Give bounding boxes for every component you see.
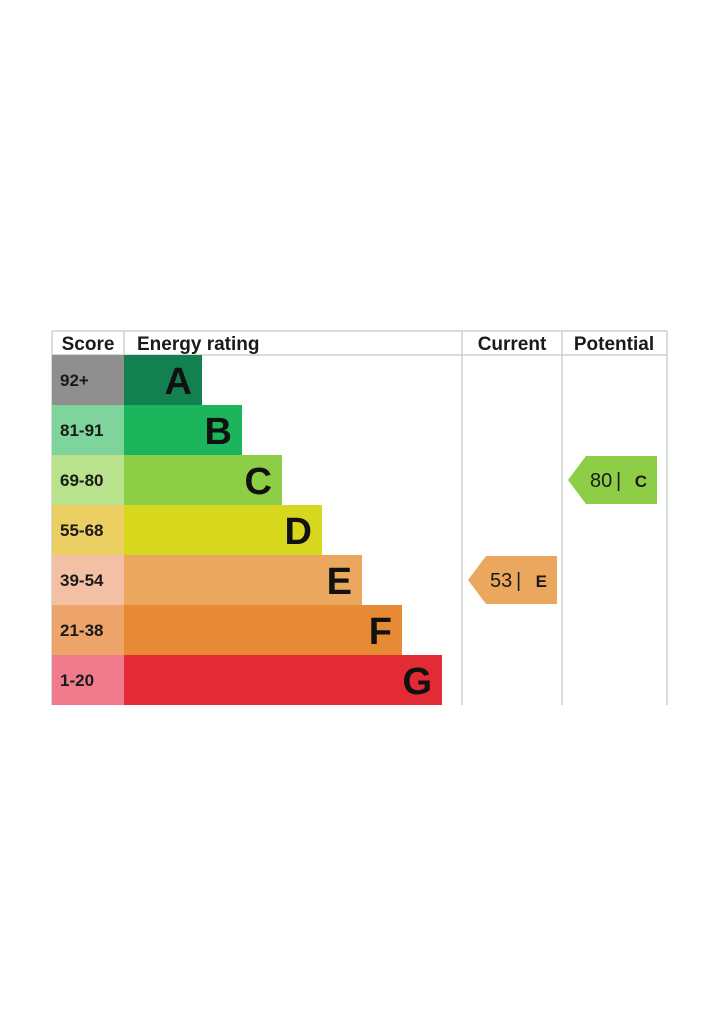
current-rating-arrow <box>468 556 557 604</box>
band-letter-g: G <box>402 661 432 703</box>
band-bar-g <box>124 655 442 705</box>
score-label-a: 92+ <box>60 371 89 390</box>
current-rating-separator: | <box>516 570 521 592</box>
potential-rating-separator: | <box>616 470 621 492</box>
score-cell-c <box>52 455 124 505</box>
score-cell-d <box>52 505 124 555</box>
score-label-c: 69-80 <box>60 471 103 490</box>
band-letter-e: E <box>327 561 352 603</box>
score-label-d: 55-68 <box>60 521 103 540</box>
score-cell-b <box>52 405 124 455</box>
potential-header: Potential <box>574 334 654 355</box>
band-bar-d <box>124 505 322 555</box>
score-cell-f <box>52 605 124 655</box>
score-cell-e <box>52 555 124 605</box>
band-letter-b: B <box>205 411 232 453</box>
band-bar-c <box>124 455 282 505</box>
rating-bands: 92+ A 81-91 B 69-80 C 55-68 D 39-54 E 21-38 F 1-20 G <box>52 355 442 705</box>
potential-rating-value: 80 <box>590 470 612 492</box>
score-cell-g <box>52 655 124 705</box>
potential-rating-band-letter: C <box>635 472 647 491</box>
score-label-b: 81-91 <box>60 421 103 440</box>
score-label-g: 1-20 <box>60 671 94 690</box>
band-letter-c: C <box>245 461 272 503</box>
band-bar-e <box>124 555 362 605</box>
band-letter-a: A <box>165 361 192 403</box>
band-letter-f: F <box>369 611 392 653</box>
band-letter-d: D <box>285 511 312 553</box>
potential-rating-arrow <box>568 456 657 504</box>
band-bar-f <box>124 605 402 655</box>
score-header: Score <box>62 334 115 355</box>
band-bar-b <box>124 405 242 455</box>
current-header: Current <box>478 334 547 355</box>
rating-indicators: 53 | E80 | C <box>468 456 657 604</box>
current-rating-band-letter: E <box>536 572 547 591</box>
score-cell-a <box>52 355 124 405</box>
band-bar-a <box>124 355 202 405</box>
score-label-f: 21-38 <box>60 621 103 640</box>
current-rating-value: 53 <box>490 570 512 592</box>
energy-rating-header: Energy rating <box>137 334 259 355</box>
score-label-e: 39-54 <box>60 571 104 590</box>
